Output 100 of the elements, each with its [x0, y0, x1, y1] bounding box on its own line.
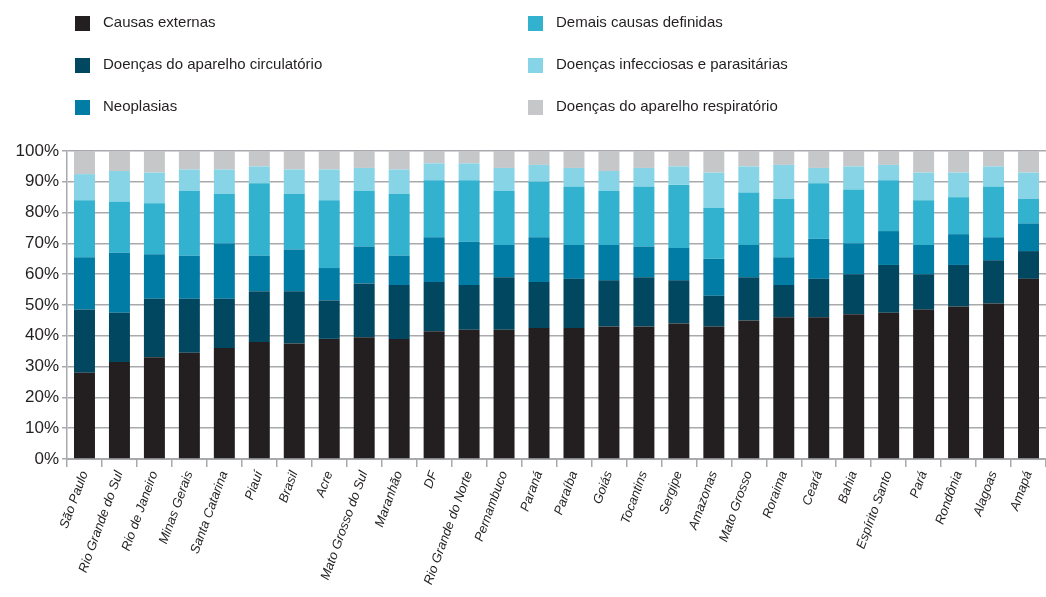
bar [73, 200, 95, 258]
bar [738, 151, 760, 167]
bar [598, 191, 620, 245]
y-tick-label: 30% [24, 356, 59, 376]
bar [878, 312, 900, 459]
bar [353, 246, 375, 284]
bar [108, 201, 130, 253]
bar [738, 244, 760, 278]
bar [423, 237, 445, 282]
bar [843, 166, 865, 190]
bar [983, 186, 1005, 238]
bar [948, 172, 970, 198]
bar [633, 326, 655, 459]
bar [143, 298, 165, 358]
bar [73, 174, 95, 201]
bar [598, 280, 620, 327]
bar [773, 164, 795, 199]
bar [808, 278, 830, 318]
bar [1018, 151, 1040, 173]
bar [878, 151, 900, 165]
bar [948, 306, 970, 459]
bar [213, 151, 235, 170]
bar [913, 200, 935, 245]
bar [73, 309, 95, 373]
legend-label: Doenças infecciosas e parasitárias [556, 55, 788, 73]
bar [178, 191, 200, 256]
bar [528, 151, 550, 165]
y-tick-label: 20% [24, 387, 59, 407]
bar [563, 167, 585, 187]
bar [878, 264, 900, 313]
bar [493, 191, 515, 245]
bar [353, 337, 375, 459]
bar [318, 169, 340, 201]
y-tick-label: 70% [24, 233, 59, 253]
x-tick-label: Brasil [275, 467, 301, 505]
y-tick-label: 100% [15, 140, 59, 160]
bar [563, 186, 585, 245]
bar [178, 255, 200, 299]
bar [563, 151, 585, 168]
bar [283, 151, 305, 170]
bar [248, 166, 270, 184]
x-tick-label: Alagoas [969, 468, 1000, 520]
y-tick-label: 10% [24, 417, 59, 437]
legend-label: Doenças do aparelho respiratório [556, 97, 778, 115]
bar [738, 320, 760, 459]
bar [668, 323, 690, 459]
bar [773, 198, 795, 258]
bar [213, 298, 235, 349]
bar [388, 338, 410, 459]
bar [703, 326, 725, 459]
bar [73, 372, 95, 459]
bar [563, 278, 585, 329]
bar [738, 166, 760, 193]
bar [528, 237, 550, 282]
bar [1018, 172, 1040, 199]
bar [213, 243, 235, 299]
bar [283, 343, 305, 459]
bar [458, 284, 480, 330]
bar [1018, 278, 1040, 459]
bar [983, 303, 1005, 459]
bar [108, 151, 130, 172]
bar [493, 151, 515, 168]
bar [528, 281, 550, 329]
bar [423, 180, 445, 238]
bar [633, 186, 655, 247]
bar [248, 341, 270, 459]
bar [458, 180, 480, 242]
y-tick-label: 90% [24, 171, 59, 191]
bar [493, 277, 515, 330]
bar [1018, 251, 1040, 279]
bar [178, 352, 200, 459]
bar [493, 329, 515, 459]
bar [213, 348, 235, 459]
bar [633, 151, 655, 168]
bar [668, 184, 690, 249]
x-tick-label: Goiás [589, 468, 616, 506]
bar [843, 243, 865, 275]
bar [773, 257, 795, 285]
bar [913, 172, 935, 201]
legend-label: Neoplasias [103, 97, 178, 115]
bar [388, 255, 410, 285]
bar [843, 274, 865, 315]
bar [808, 167, 830, 184]
bar [913, 244, 935, 275]
bar [878, 231, 900, 265]
bar [983, 237, 1005, 261]
bar [108, 312, 130, 362]
bar [983, 166, 1005, 187]
bar [703, 172, 725, 208]
bar [283, 249, 305, 292]
x-tick-label: Amapá [1006, 468, 1035, 514]
x-tick-label: São Paulo [56, 468, 91, 531]
legend-label: Doenças do aparelho circulatório [103, 55, 323, 73]
bar [668, 166, 690, 185]
bar [108, 171, 130, 202]
bar [563, 328, 585, 459]
bar [948, 264, 970, 307]
bar [983, 151, 1005, 167]
bar [633, 167, 655, 187]
bar [493, 244, 515, 278]
